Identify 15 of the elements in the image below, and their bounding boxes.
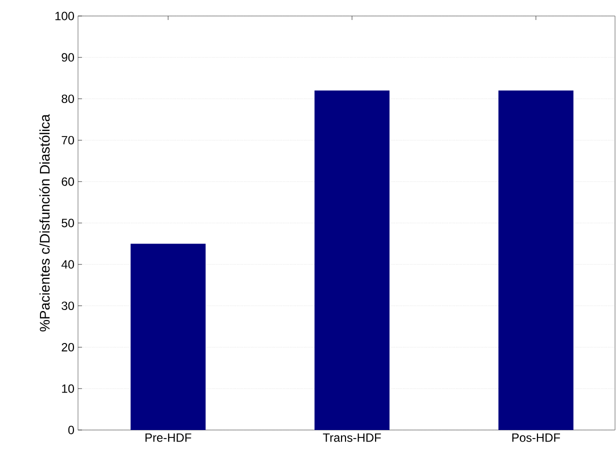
y-tick-label: 90 [62,53,74,62]
y-tick-label: 40 [61,260,74,269]
x-tick-label: Trans-HDF [322,434,381,442]
y-tick-label: 70 [62,136,74,144]
x-tick-label: Pos-HDF [512,434,560,442]
y-tick-label: 10 [62,384,74,393]
y-tick-label: 80 [62,94,74,104]
x-tick-label: Pre-HDF [146,434,192,442]
y-axis-title: %Pacientes c/Disfunción Diastólica [39,114,50,332]
y-tick-label: 50 [62,218,74,228]
y-tick-label: 60 [62,177,74,186]
y-tick-label: 100 [55,12,74,20]
y-tick-label: 0 [68,426,74,434]
y-tick-label: 30 [62,302,74,310]
y-tick-label: 20 [62,342,74,352]
